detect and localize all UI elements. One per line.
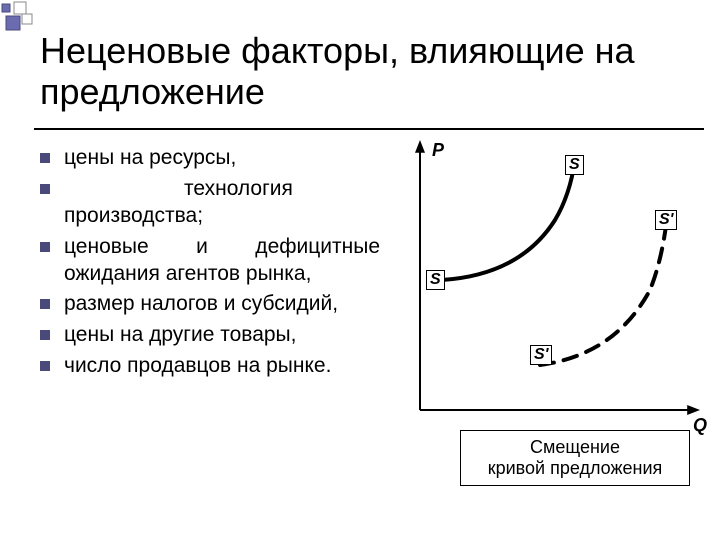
bullet-item: цены на ресурсы, bbox=[40, 145, 380, 172]
curve-label-sprime-bottom: S' bbox=[530, 345, 552, 365]
axis-label-q: Q bbox=[693, 415, 707, 436]
bullet-marker-icon bbox=[40, 242, 50, 252]
curve-label-sprime-top: S' bbox=[655, 210, 677, 230]
bullet-text: цены на ресурсы, bbox=[64, 145, 236, 172]
bullet-text: число продавцов на рынке. bbox=[64, 353, 331, 380]
bullet-marker-icon bbox=[40, 153, 50, 163]
axis-label-p: P bbox=[432, 140, 444, 161]
bullet-marker-icon bbox=[40, 330, 50, 340]
bullet-text: размер налогов и субсидий, bbox=[64, 291, 338, 318]
chart-caption: Смещениекривой предложения bbox=[460, 430, 690, 486]
slide-title: Неценовые факторы, влияющие на предложен… bbox=[40, 30, 700, 113]
bullet-item: размер налогов и субсидий, bbox=[40, 291, 380, 318]
curve-label-s-bottom: S bbox=[426, 270, 445, 290]
corner-decoration bbox=[0, 0, 40, 40]
bullet-marker-icon bbox=[40, 299, 50, 309]
bullet-text: цены на другие товары, bbox=[64, 322, 296, 349]
supply-chart: P Q S S S' S' Смещениекривой предложения bbox=[390, 140, 710, 500]
bullet-marker-icon bbox=[40, 361, 50, 371]
bullet-item: ценовые и дефицитные ожидания агентов ры… bbox=[40, 234, 380, 288]
bullet-text: ценовые и дефицитные ожидания агентов ры… bbox=[64, 234, 380, 288]
bullet-item: число продавцов на рынке. bbox=[40, 353, 380, 380]
bullet-list: цены на ресурсы, технология производства;… bbox=[40, 145, 380, 384]
bullet-item: технология производства; bbox=[40, 176, 380, 230]
bullet-marker-icon bbox=[40, 184, 50, 194]
curve-label-s-top: S bbox=[565, 155, 584, 175]
bullet-text: технология производства; bbox=[64, 176, 380, 230]
title-underline bbox=[34, 128, 704, 130]
bullet-item: цены на другие товары, bbox=[40, 322, 380, 349]
